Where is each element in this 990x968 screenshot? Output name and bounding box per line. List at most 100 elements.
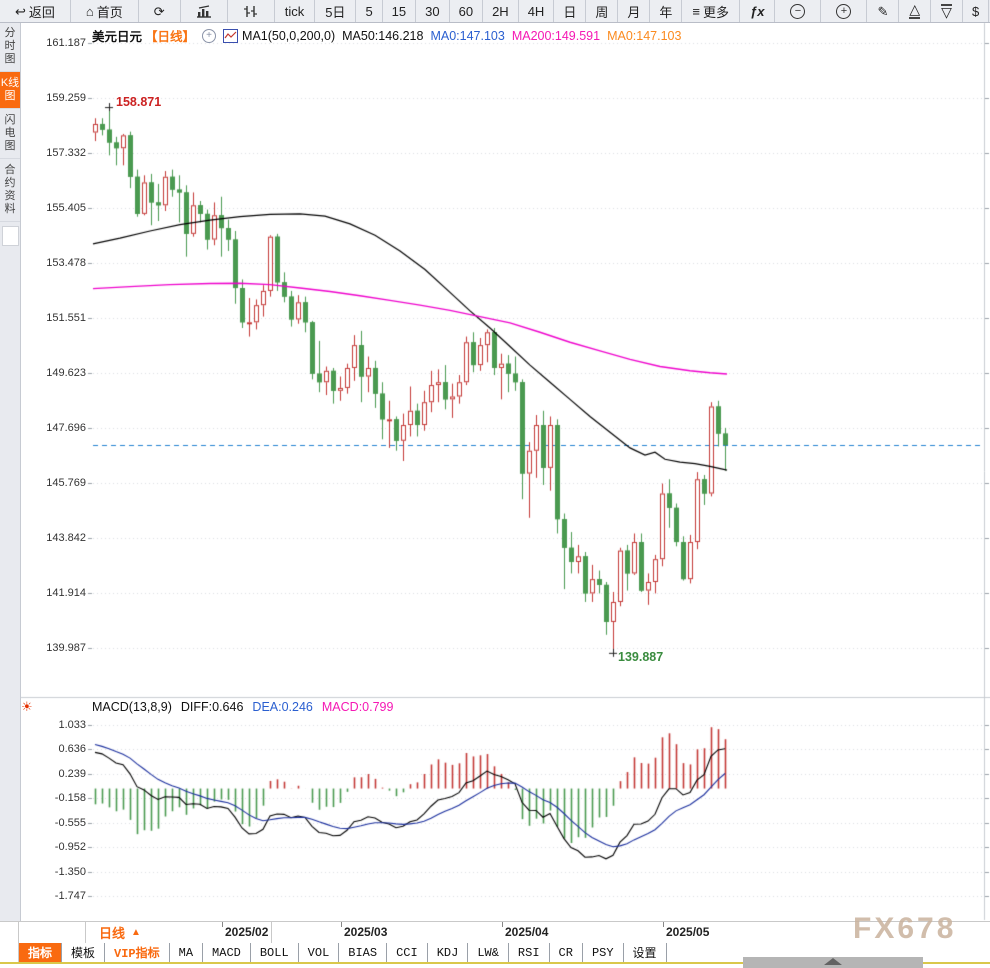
date-axis-row: 日线 ▲ 2025/02 2025/03 2025/04 2025/05: [0, 921, 990, 945]
zoom-in-icon: +: [836, 3, 852, 19]
indicator-tab-指标[interactable]: 指标: [19, 943, 63, 962]
indicator-tab-KDJ[interactable]: KDJ: [428, 943, 469, 962]
date-label: 2025/03: [344, 925, 388, 939]
ma50-value: MA50:146.218: [342, 28, 424, 43]
interval-2h-button[interactable]: 2H: [483, 0, 519, 22]
watermark: FX678: [853, 912, 957, 945]
indicator-tab-PSY[interactable]: PSY: [583, 943, 624, 962]
sidebar-item-contract-info[interactable]: 合约资料: [0, 159, 20, 222]
bar-chart-button[interactable]: [180, 0, 228, 22]
indicator-tab-LW&[interactable]: LW&: [468, 943, 509, 962]
sidebar-item-time-chart[interactable]: 分时图: [0, 22, 20, 72]
interval-30-button[interactable]: 30: [416, 0, 450, 22]
date-label: 2025/04: [505, 925, 549, 939]
triangle-down-icon: ▽: [941, 3, 952, 20]
macd-axis-label: -1.747: [54, 890, 86, 902]
indicator-tab-CR[interactable]: CR: [550, 943, 583, 962]
macd-header: MACD(13,8,9) DIFF:0.646 DEA:0.246 MACD:0…: [92, 700, 393, 714]
interval-15-button[interactable]: 15: [382, 0, 417, 22]
ma0-orange-value: MA0:147.103: [607, 28, 682, 43]
date-tick: [663, 922, 664, 927]
ma200-value: MA200:149.591: [511, 28, 601, 43]
sidebar-item-kline-chart[interactable]: K线图: [0, 72, 20, 109]
indicator-tab-VIP指标[interactable]: VIP指标: [105, 943, 170, 962]
zoom-out-button[interactable]: −: [775, 0, 822, 22]
zoom-out-icon: −: [790, 3, 806, 19]
indicator-tab-设置[interactable]: 设置: [624, 943, 667, 962]
date-label: 2025/05: [666, 925, 710, 939]
interval-5d-button[interactable]: 5日: [315, 0, 357, 22]
indicator-tab-BOLL[interactable]: BOLL: [251, 943, 299, 962]
tab-bar-lead-box: [0, 943, 19, 962]
ma-settings-label: MA1(50,0,200,0): [242, 28, 336, 43]
indicator-line-icon[interactable]: [223, 28, 239, 43]
price-axis-label: 153.478: [46, 257, 86, 269]
macd-axis-label: 0.636: [58, 743, 86, 756]
chart-header: 美元日元 【日线】 + MA1(50,0,200,0) MA50:146.218…: [92, 26, 681, 45]
more-button[interactable]: ≡ 更多: [682, 0, 740, 22]
date-tick: [502, 922, 503, 927]
add-compare-icon[interactable]: +: [202, 28, 217, 43]
refresh-button[interactable]: ⟳: [138, 0, 181, 22]
indicator-settings-icon[interactable]: ☀: [21, 699, 33, 714]
currency-button[interactable]: $: [962, 0, 990, 22]
formula-button[interactable]: ƒx: [740, 0, 776, 22]
back-button[interactable]: ↩ 返回: [0, 0, 71, 22]
interval-day-button[interactable]: 日: [554, 0, 587, 22]
drawer-handle[interactable]: [743, 957, 923, 968]
triangle-up-icon: △: [909, 0, 921, 19]
indicator-tab-MACD[interactable]: MACD: [203, 943, 251, 962]
bottom-accent-line: [0, 962, 990, 964]
draw-button[interactable]: ✎: [867, 0, 900, 22]
indicator-tab-MA[interactable]: MA: [170, 943, 204, 962]
home-button[interactable]: ⌂ 首页: [70, 0, 139, 22]
indicator-tab-模板[interactable]: 模板: [62, 943, 106, 962]
macd-axis-label: -0.555: [54, 816, 86, 829]
macd-axis-label: -1.350: [54, 865, 86, 878]
indicator-tab-BIAS[interactable]: BIAS: [339, 943, 388, 962]
symbol-name: 美元日元: [92, 30, 143, 44]
price-axis-label: 157.332: [46, 147, 86, 159]
interval-year-button[interactable]: 年: [650, 0, 683, 22]
triangle-up-button[interactable]: △: [899, 0, 932, 22]
sidebar-item-lightning-chart[interactable]: 闪电图: [0, 109, 20, 159]
price-axis-label: 147.696: [46, 422, 86, 434]
price-axis-label: 141.914: [46, 587, 86, 599]
price-axis-label: 161.187: [46, 37, 86, 49]
pane-label: 日线: [99, 926, 126, 941]
volume-chart-button[interactable]: [227, 0, 275, 22]
pane-selector[interactable]: 日线 ▲: [85, 922, 272, 943]
price-axis-label: 145.769: [46, 477, 86, 489]
macd-axis-label: -0.952: [54, 841, 86, 854]
left-sidebar: 分时图 K线图 闪电图 合约资料: [0, 22, 21, 921]
indicator-tab-CCI[interactable]: CCI: [387, 943, 428, 962]
interval-month-button[interactable]: 月: [618, 0, 651, 22]
sidebar-empty-box: [2, 226, 19, 246]
indicator-tab-bar: 指标 模板 VIP指标 MA MACD BOLL VOL BIAS CCI KDJ LW& RSI CR…: [0, 943, 990, 962]
macd-axis-label: -0.158: [54, 792, 86, 805]
triangle-down-button[interactable]: ▽: [931, 0, 963, 22]
high-price-annotation: 158.871: [116, 95, 162, 109]
date-tick: [222, 922, 223, 927]
low-price-annotation: 139.887: [618, 650, 664, 664]
macd-axis-label: 1.033: [58, 719, 86, 731]
interval-60-button[interactable]: 60: [449, 0, 484, 22]
interval-tick-button[interactable]: tick: [274, 0, 316, 22]
candlestick-icon: [243, 5, 257, 17]
date-tick: [341, 922, 342, 927]
interval-week-button[interactable]: 周: [586, 0, 619, 22]
price-axis-label: 149.623: [46, 367, 86, 379]
zoom-in-button[interactable]: +: [821, 0, 868, 22]
macd-dea-value: DEA:0.246: [252, 700, 313, 714]
interval-4h-button[interactable]: 4H: [518, 0, 555, 22]
drawer-up-arrow-icon: [824, 958, 842, 965]
indicator-tab-VOL[interactable]: VOL: [299, 943, 340, 962]
price-axis-label: 155.405: [46, 202, 86, 214]
indicator-tab-RSI[interactable]: RSI: [509, 943, 550, 962]
macd-params-label: MACD(13,8,9): [92, 700, 172, 714]
interval-5-button[interactable]: 5: [356, 0, 383, 22]
date-label: 2025/02: [225, 925, 269, 939]
pane-collapse-icon[interactable]: ▲: [131, 927, 141, 938]
macd-diff-value: DIFF:0.646: [180, 700, 244, 714]
